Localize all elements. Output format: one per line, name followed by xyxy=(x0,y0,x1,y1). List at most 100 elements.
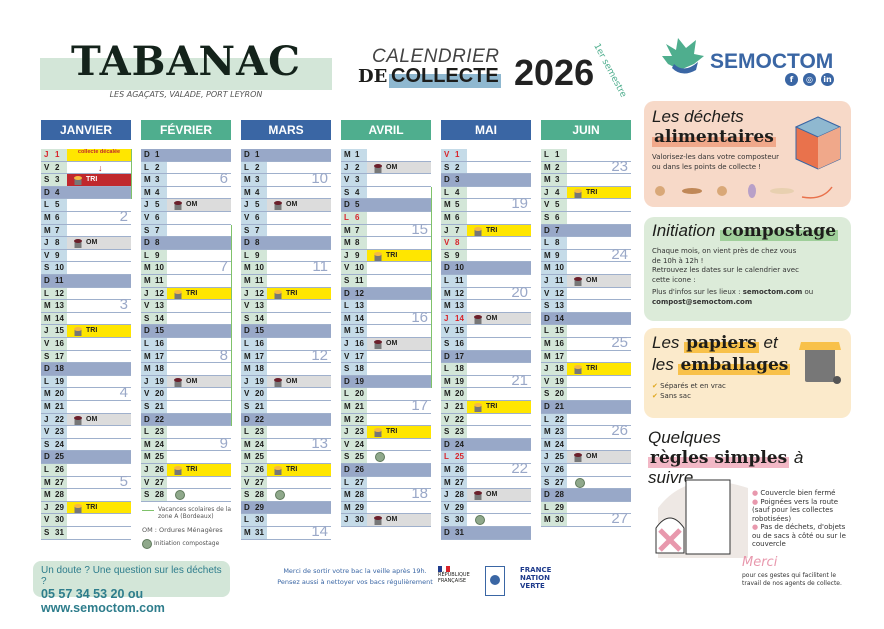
day-number: 23 xyxy=(155,427,164,437)
day-label: M 18 xyxy=(241,363,267,375)
week-number: 22 xyxy=(511,460,528,477)
food-title-2: alimentaires xyxy=(652,127,776,147)
day-row: M 20 xyxy=(441,388,531,401)
day-label: M 22 xyxy=(341,413,367,426)
day-cell xyxy=(67,312,131,325)
day-cell xyxy=(167,262,231,274)
day-cell xyxy=(467,527,531,539)
day-row: J 1 collecte décalée xyxy=(41,149,131,162)
day-cell xyxy=(167,451,231,463)
day-row: S 21 xyxy=(241,401,331,414)
day-label: S 14 xyxy=(141,312,167,325)
day-label: J 29 xyxy=(41,501,67,514)
day-number: 16 xyxy=(455,339,464,348)
day-number: 27 xyxy=(255,477,264,487)
compost-site-link[interactable]: semoctom.com xyxy=(742,288,803,296)
day-row: M 29 xyxy=(341,501,431,515)
day-label: M 27 xyxy=(41,476,67,489)
weekday-letter: L xyxy=(244,250,249,260)
day-row: J 8 OM xyxy=(41,237,131,250)
compost-icon xyxy=(475,515,485,526)
contact-phone-site[interactable]: 05 57 34 53 20 ou www.semoctom.com xyxy=(41,587,165,615)
day-row: S 30 xyxy=(441,514,531,527)
collection-label: OM xyxy=(186,201,198,209)
day-number: 10 xyxy=(555,263,564,273)
weekday-letter: L xyxy=(44,465,49,474)
day-cell xyxy=(367,149,431,161)
compost-email-link[interactable]: compost@semoctom.com xyxy=(652,297,753,306)
weekday-letter: M xyxy=(444,301,451,311)
day-label: M 21 xyxy=(341,401,367,413)
week-number: 5 xyxy=(119,472,128,490)
contact-question: Un doute ? Une question sur les déchets … xyxy=(41,565,222,587)
day-cell xyxy=(67,212,131,224)
day-cell xyxy=(167,174,231,186)
day-cell xyxy=(267,212,331,224)
instagram-icon[interactable]: ◎ xyxy=(803,73,816,86)
day-row: D 25 xyxy=(41,451,131,464)
composter-illustration xyxy=(794,116,842,170)
day-row: L 11 xyxy=(441,275,531,288)
day-cell xyxy=(467,476,531,489)
day-cell xyxy=(267,451,331,463)
weekday-letter: L xyxy=(44,200,49,210)
day-number: 25 xyxy=(155,452,164,462)
day-row: M 17 12 xyxy=(241,347,331,364)
day-row: L 30 xyxy=(241,514,331,527)
day-number: 25 xyxy=(555,452,564,462)
weekday-letter: J xyxy=(344,339,349,348)
week-number: 8 xyxy=(219,346,228,364)
weekday-letter: S xyxy=(244,313,250,323)
facebook-icon[interactable]: f xyxy=(785,73,798,86)
week-number: 7 xyxy=(219,258,228,276)
weekday-letter: J xyxy=(444,313,449,323)
day-number: 4 xyxy=(355,187,360,197)
weekday-letter: D xyxy=(244,502,250,512)
om-collection: OM xyxy=(67,413,131,426)
day-number: 8 xyxy=(55,238,60,248)
day-row: J 5 OM xyxy=(141,199,231,212)
day-row: S 18 xyxy=(341,363,431,376)
day-number: 2 xyxy=(355,162,360,172)
weekday-letter: J xyxy=(244,465,249,474)
day-number: 27 xyxy=(455,477,464,487)
weekday-letter: D xyxy=(344,288,350,298)
rule-1: Couvercle bien fermé xyxy=(760,489,836,497)
day-label: J 18 xyxy=(541,363,567,375)
day-number: 11 xyxy=(255,276,264,285)
linkedin-icon[interactable]: in xyxy=(821,73,834,86)
weekday-letter: M xyxy=(244,364,251,374)
household-bin-icon xyxy=(374,516,382,526)
day-label: V 19 xyxy=(541,375,567,388)
weekday-letter: J xyxy=(44,414,49,424)
day-number: 11 xyxy=(455,276,464,285)
day-row: M 31 14 xyxy=(241,523,331,540)
paper-title-3: et xyxy=(763,333,778,352)
day-number: 14 xyxy=(55,313,64,323)
day-row: S 14 xyxy=(141,312,231,326)
day-row: J 25 OM xyxy=(541,451,631,464)
household-bin-icon xyxy=(474,491,482,501)
day-number: 30 xyxy=(555,515,564,525)
compost-icon xyxy=(175,490,185,501)
day-cell xyxy=(567,237,631,249)
weekday-letter: M xyxy=(244,439,251,449)
day-row: V 15 xyxy=(441,325,531,338)
om-collection: OM xyxy=(367,161,431,174)
om-collection: OM xyxy=(567,451,631,463)
day-cell xyxy=(567,401,631,413)
day-row: M 18 xyxy=(241,363,331,376)
republique-francaise-logo: RÉPUBLIQUE FRANÇAISE xyxy=(438,566,472,584)
om-collection: OM xyxy=(467,489,531,501)
week-number: 11 xyxy=(312,258,328,276)
day-label: D 15 xyxy=(241,325,267,337)
weekday-letter: D xyxy=(544,490,550,500)
